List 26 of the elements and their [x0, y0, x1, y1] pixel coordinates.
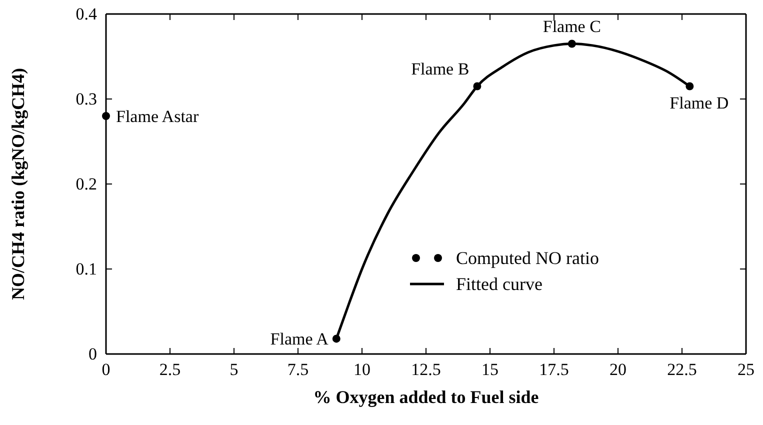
annotation: Flame A — [270, 330, 330, 349]
x-tick-label: 0 — [102, 360, 110, 380]
y-tick-label: 0 — [88, 344, 97, 364]
legend-label: Computed NO ratio — [456, 248, 599, 268]
x-tick-label: 10 — [354, 360, 370, 380]
x-tick-label: 5 — [230, 360, 238, 380]
annotation: Flame C — [542, 16, 601, 36]
y-tick-label: 0.2 — [76, 174, 97, 194]
x-tick-label: 17.5 — [539, 360, 569, 380]
x-tick-label: 12.5 — [411, 360, 441, 380]
y-tick-label: 0.3 — [76, 89, 97, 108]
y-tick-label: 0.1 — [76, 259, 97, 278]
x-axis-title: % Oxygen added to Fuel side — [313, 387, 539, 407]
annotation: Flame B — [411, 59, 470, 78]
point — [102, 112, 110, 120]
x-tick-label: 7.5 — [287, 360, 309, 380]
y-tick-label: 0.4 — [76, 4, 98, 24]
x-tick-label: 2.5 — [159, 360, 181, 380]
x-tick-label: 25 — [738, 360, 754, 380]
annotation: Flame D — [670, 93, 729, 112]
x-tick-label: 22.5 — [667, 360, 697, 380]
x-tick-label: 15 — [482, 360, 498, 380]
y-axis-title: NO/CH4 ratio (kgNO/kgCH4) — [8, 68, 28, 300]
annotation: Flame Astar — [116, 107, 199, 126]
x-tick-label: 20 — [610, 360, 626, 380]
legend-label: Fitted curve — [456, 274, 542, 294]
